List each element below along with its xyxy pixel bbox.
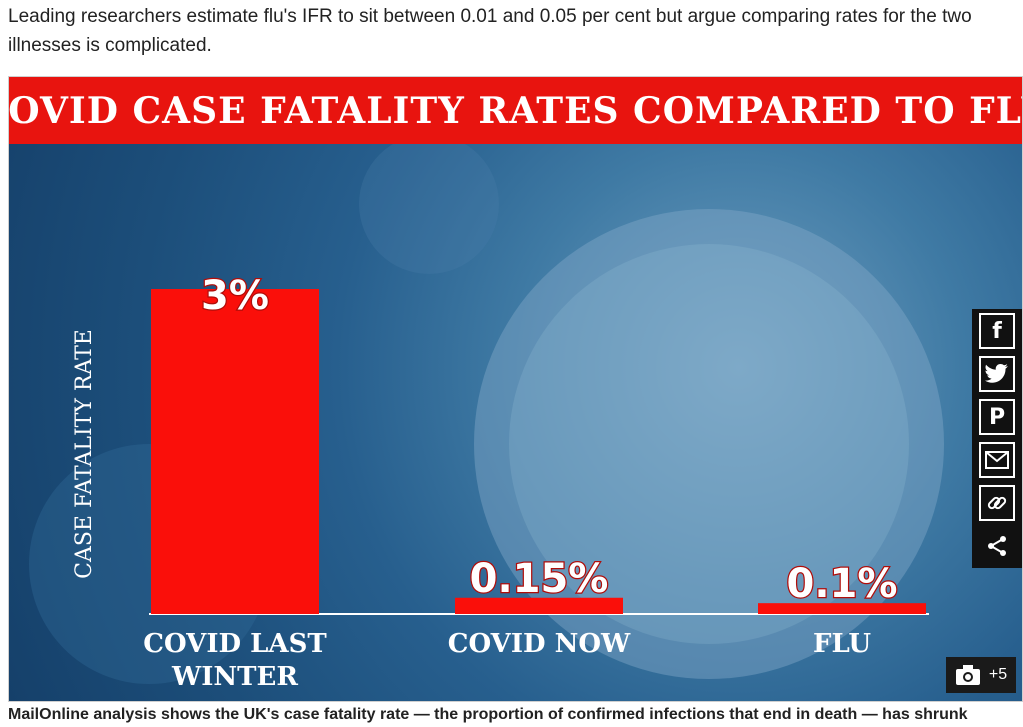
photo-gallery-button[interactable]: +5 bbox=[946, 657, 1016, 693]
share-icon[interactable] bbox=[979, 528, 1015, 564]
share-toolbar: f P bbox=[972, 309, 1022, 568]
category-label-0-line-1: WINTER bbox=[171, 662, 298, 692]
camera-icon bbox=[955, 665, 980, 685]
link-icon[interactable] bbox=[979, 485, 1015, 521]
y-axis-label: CASE FATALITY RATE bbox=[72, 329, 97, 579]
virus-decoration bbox=[29, 144, 944, 684]
category-label-2: FLU bbox=[813, 629, 871, 659]
chart-title-bar: COVID CASE FATALITY RATES COMPARED TO FL… bbox=[9, 77, 1022, 144]
bar-2 bbox=[758, 603, 926, 614]
bar-0 bbox=[151, 289, 319, 614]
bar-1 bbox=[455, 597, 623, 614]
email-icon[interactable] bbox=[979, 442, 1015, 478]
image-caption: MailOnline analysis shows the UK's case … bbox=[8, 706, 968, 723]
category-label-0-line-0: COVID LAST bbox=[143, 629, 327, 659]
chart-figure[interactable]: COVID CASE FATALITY RATES COMPARED TO FL… bbox=[8, 76, 1023, 702]
bar-value-label-0: 3% bbox=[201, 273, 269, 319]
pinterest-icon[interactable]: P bbox=[979, 399, 1015, 435]
photo-count: +5 bbox=[988, 666, 1008, 683]
facebook-icon[interactable]: f bbox=[979, 313, 1015, 349]
chart-title: COVID CASE FATALITY RATES COMPARED TO FL… bbox=[8, 89, 1023, 132]
bar-value-label-1: 0.15% bbox=[470, 556, 609, 602]
intro-paragraph: Leading researchers estimate flu's IFR t… bbox=[8, 2, 1018, 60]
twitter-icon[interactable] bbox=[979, 356, 1015, 392]
intro-line-1: Leading researchers estimate flu's IFR t… bbox=[8, 6, 972, 27]
bar-value-label-2: 0.1% bbox=[787, 561, 898, 607]
intro-line-2: illnesses is complicated. bbox=[8, 35, 212, 56]
category-label-1: COVID NOW bbox=[448, 629, 631, 659]
